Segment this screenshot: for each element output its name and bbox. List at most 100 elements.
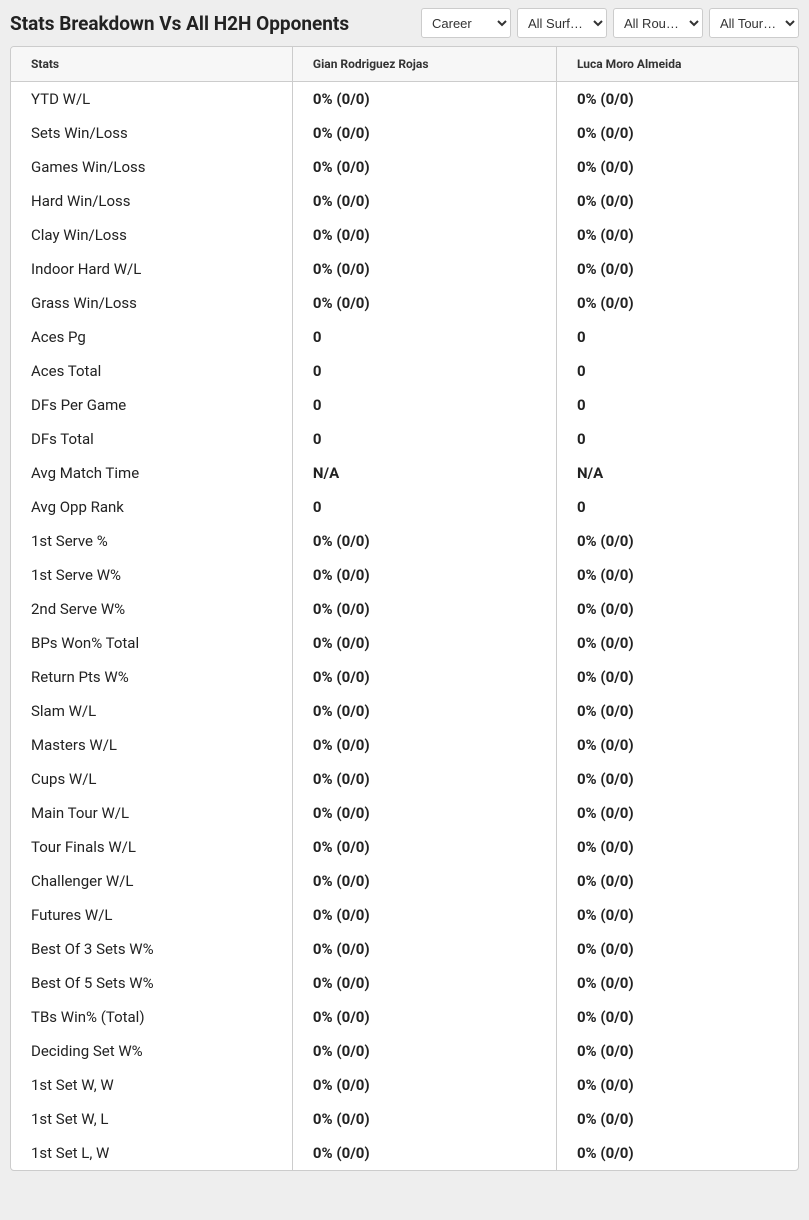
stat-value: 0% (0/0): [556, 1102, 798, 1136]
stat-value: 0% (0/0): [556, 728, 798, 762]
stat-value: 0% (0/0): [556, 1034, 798, 1068]
stat-label: BPs Won% Total: [11, 626, 292, 660]
stat-value: 0: [556, 354, 798, 388]
filter-round[interactable]: All Rou…: [613, 8, 703, 38]
stat-value: 0% (0/0): [556, 1136, 798, 1170]
stat-label: 1st Set L, W: [11, 1136, 292, 1170]
stat-value: 0: [556, 422, 798, 456]
stat-value: 0% (0/0): [292, 150, 556, 184]
stats-table: Stats Gian Rodriguez Rojas Luca Moro Alm…: [11, 47, 798, 1170]
table-row: Games Win/Loss0% (0/0)0% (0/0): [11, 150, 798, 184]
stat-value: 0% (0/0): [556, 830, 798, 864]
stat-value: 0% (0/0): [292, 626, 556, 660]
stat-value: 0% (0/0): [292, 1034, 556, 1068]
stat-value: 0% (0/0): [292, 728, 556, 762]
stat-value: 0: [292, 490, 556, 524]
stat-value: 0% (0/0): [292, 932, 556, 966]
table-row: Avg Match TimeN/AN/A: [11, 456, 798, 490]
page-title: Stats Breakdown Vs All H2H Opponents: [10, 12, 349, 35]
stat-value: 0: [292, 354, 556, 388]
filter-tour[interactable]: All Tour…: [709, 8, 799, 38]
table-row: Main Tour W/L0% (0/0)0% (0/0): [11, 796, 798, 830]
table-row: 2nd Serve W%0% (0/0)0% (0/0): [11, 592, 798, 626]
stat-label: TBs Win% (Total): [11, 1000, 292, 1034]
stat-value: 0: [556, 320, 798, 354]
stat-label: Futures W/L: [11, 898, 292, 932]
stat-value: 0% (0/0): [292, 558, 556, 592]
table-row: Aces Pg00: [11, 320, 798, 354]
stat-value: 0% (0/0): [292, 592, 556, 626]
stat-value: 0% (0/0): [556, 218, 798, 252]
stat-value: 0% (0/0): [292, 864, 556, 898]
table-row: DFs Total00: [11, 422, 798, 456]
stat-value: 0% (0/0): [292, 898, 556, 932]
stat-value: 0: [292, 320, 556, 354]
stat-label: Tour Finals W/L: [11, 830, 292, 864]
stat-label: Main Tour W/L: [11, 796, 292, 830]
stat-label: Best Of 5 Sets W%: [11, 966, 292, 1000]
table-row: DFs Per Game00: [11, 388, 798, 422]
table-row: Deciding Set W%0% (0/0)0% (0/0): [11, 1034, 798, 1068]
stat-value: 0% (0/0): [556, 116, 798, 150]
table-row: Tour Finals W/L0% (0/0)0% (0/0): [11, 830, 798, 864]
stat-label: Avg Match Time: [11, 456, 292, 490]
col-stats: Stats: [11, 47, 292, 82]
stat-value: 0% (0/0): [292, 796, 556, 830]
filter-career[interactable]: Career: [421, 8, 511, 38]
stat-value: 0% (0/0): [292, 116, 556, 150]
stat-label: Grass Win/Loss: [11, 286, 292, 320]
stat-label: Avg Opp Rank: [11, 490, 292, 524]
stat-label: 1st Set W, L: [11, 1102, 292, 1136]
stat-value: 0% (0/0): [556, 1000, 798, 1034]
table-row: Grass Win/Loss0% (0/0)0% (0/0): [11, 286, 798, 320]
stat-label: Return Pts W%: [11, 660, 292, 694]
col-player1: Gian Rodriguez Rojas: [292, 47, 556, 82]
table-row: Best Of 5 Sets W%0% (0/0)0% (0/0): [11, 966, 798, 1000]
stat-value: 0% (0/0): [556, 1068, 798, 1102]
table-row: Challenger W/L0% (0/0)0% (0/0): [11, 864, 798, 898]
stat-label: Indoor Hard W/L: [11, 252, 292, 286]
stat-value: 0% (0/0): [556, 558, 798, 592]
stat-value: 0% (0/0): [292, 1000, 556, 1034]
table-row: Sets Win/Loss0% (0/0)0% (0/0): [11, 116, 798, 150]
filters: Career All Surf… All Rou… All Tour…: [421, 8, 799, 38]
stat-value: 0: [556, 388, 798, 422]
stat-value: 0% (0/0): [292, 82, 556, 117]
stat-label: 1st Serve W%: [11, 558, 292, 592]
stat-value: 0: [556, 490, 798, 524]
stat-value: 0% (0/0): [556, 660, 798, 694]
stat-value: 0% (0/0): [556, 150, 798, 184]
stat-value: 0% (0/0): [292, 660, 556, 694]
stat-label: Aces Pg: [11, 320, 292, 354]
stat-value: 0% (0/0): [292, 1102, 556, 1136]
stat-label: Cups W/L: [11, 762, 292, 796]
table-row: 1st Set L, W0% (0/0)0% (0/0): [11, 1136, 798, 1170]
stat-value: 0% (0/0): [556, 796, 798, 830]
table-row: Best Of 3 Sets W%0% (0/0)0% (0/0): [11, 932, 798, 966]
stat-value: N/A: [556, 456, 798, 490]
stat-value: 0% (0/0): [556, 82, 798, 117]
table-row: 1st Set W, L0% (0/0)0% (0/0): [11, 1102, 798, 1136]
filter-surface[interactable]: All Surf…: [517, 8, 607, 38]
table-row: Clay Win/Loss0% (0/0)0% (0/0): [11, 218, 798, 252]
stat-label: Games Win/Loss: [11, 150, 292, 184]
stat-value: 0% (0/0): [556, 898, 798, 932]
stat-label: Masters W/L: [11, 728, 292, 762]
table-header-row: Stats Gian Rodriguez Rojas Luca Moro Alm…: [11, 47, 798, 82]
col-player2: Luca Moro Almeida: [556, 47, 798, 82]
stat-value: N/A: [292, 456, 556, 490]
stat-value: 0% (0/0): [556, 864, 798, 898]
table-row: Futures W/L0% (0/0)0% (0/0): [11, 898, 798, 932]
stat-value: 0% (0/0): [556, 184, 798, 218]
stat-value: 0% (0/0): [556, 694, 798, 728]
stat-value: 0% (0/0): [292, 762, 556, 796]
stat-label: Aces Total: [11, 354, 292, 388]
stat-value: 0: [292, 388, 556, 422]
stat-label: 2nd Serve W%: [11, 592, 292, 626]
stat-label: Challenger W/L: [11, 864, 292, 898]
stat-value: 0% (0/0): [292, 286, 556, 320]
stat-value: 0% (0/0): [556, 286, 798, 320]
table-row: TBs Win% (Total)0% (0/0)0% (0/0): [11, 1000, 798, 1034]
table-row: Aces Total00: [11, 354, 798, 388]
stat-label: Clay Win/Loss: [11, 218, 292, 252]
